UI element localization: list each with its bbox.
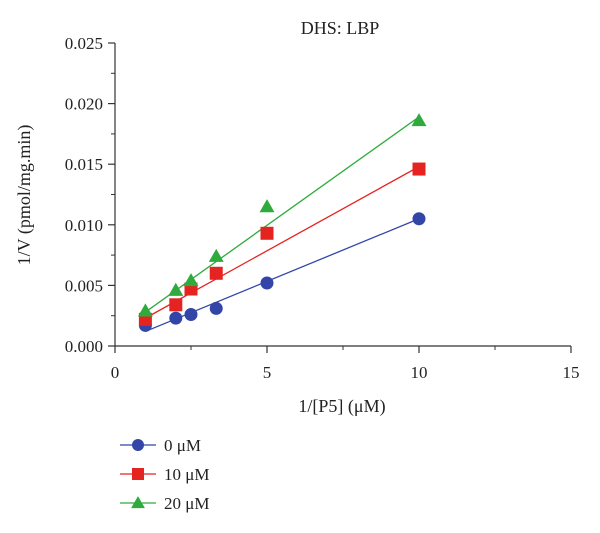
fit-lines — [145, 116, 420, 333]
y-tick-label: 0.010 — [65, 216, 103, 235]
legend-label: 20 μM — [164, 494, 209, 513]
legend-label: 0 μM — [164, 436, 201, 455]
legend-marker — [132, 439, 144, 451]
legend-marker — [131, 496, 145, 509]
y-tick-label: 0.020 — [65, 95, 103, 114]
data-point-series-0 — [169, 311, 183, 325]
data-point-series-1 — [260, 226, 274, 240]
y-tick-label: 0.025 — [65, 34, 103, 53]
data-point-series-2 — [183, 273, 199, 287]
x-tick-label: 15 — [563, 363, 580, 382]
data-point-series-2 — [411, 113, 427, 127]
data-point-series-0 — [260, 276, 274, 290]
data-points — [137, 113, 427, 332]
data-point-series-0 — [184, 307, 198, 321]
data-point-series-2 — [208, 248, 224, 262]
data-point-series-0 — [412, 212, 426, 226]
x-tick-label: 5 — [263, 363, 272, 382]
data-point-series-0 — [209, 301, 223, 315]
data-point-series-2 — [168, 282, 184, 296]
legend: 0 μM 10 μM 20 μM — [120, 436, 209, 513]
data-point-series-1 — [169, 298, 183, 312]
data-point-series-2 — [137, 303, 153, 317]
y-tick-label: 0.005 — [65, 276, 103, 295]
data-point-series-1 — [412, 162, 426, 176]
axes: 0.000 0.005 0.010 0.015 0.020 0.025 0 5 10 15 — [65, 34, 580, 382]
data-point-series-1 — [209, 266, 223, 280]
x-tick-label: 0 — [111, 363, 120, 382]
y-tick-label: 0.000 — [65, 337, 103, 356]
legend-marker — [132, 468, 144, 480]
x-tick-label: 10 — [411, 363, 428, 382]
y-axis-label: 1/V (pmol/mg.min) — [14, 125, 35, 266]
chart-title: DHS: LBP — [301, 18, 380, 38]
data-point-series-2 — [259, 199, 275, 213]
x-axis-label: 1/[P5] (μM) — [298, 396, 385, 417]
legend-label: 10 μM — [164, 465, 209, 484]
y-tick-label: 0.015 — [65, 155, 103, 174]
